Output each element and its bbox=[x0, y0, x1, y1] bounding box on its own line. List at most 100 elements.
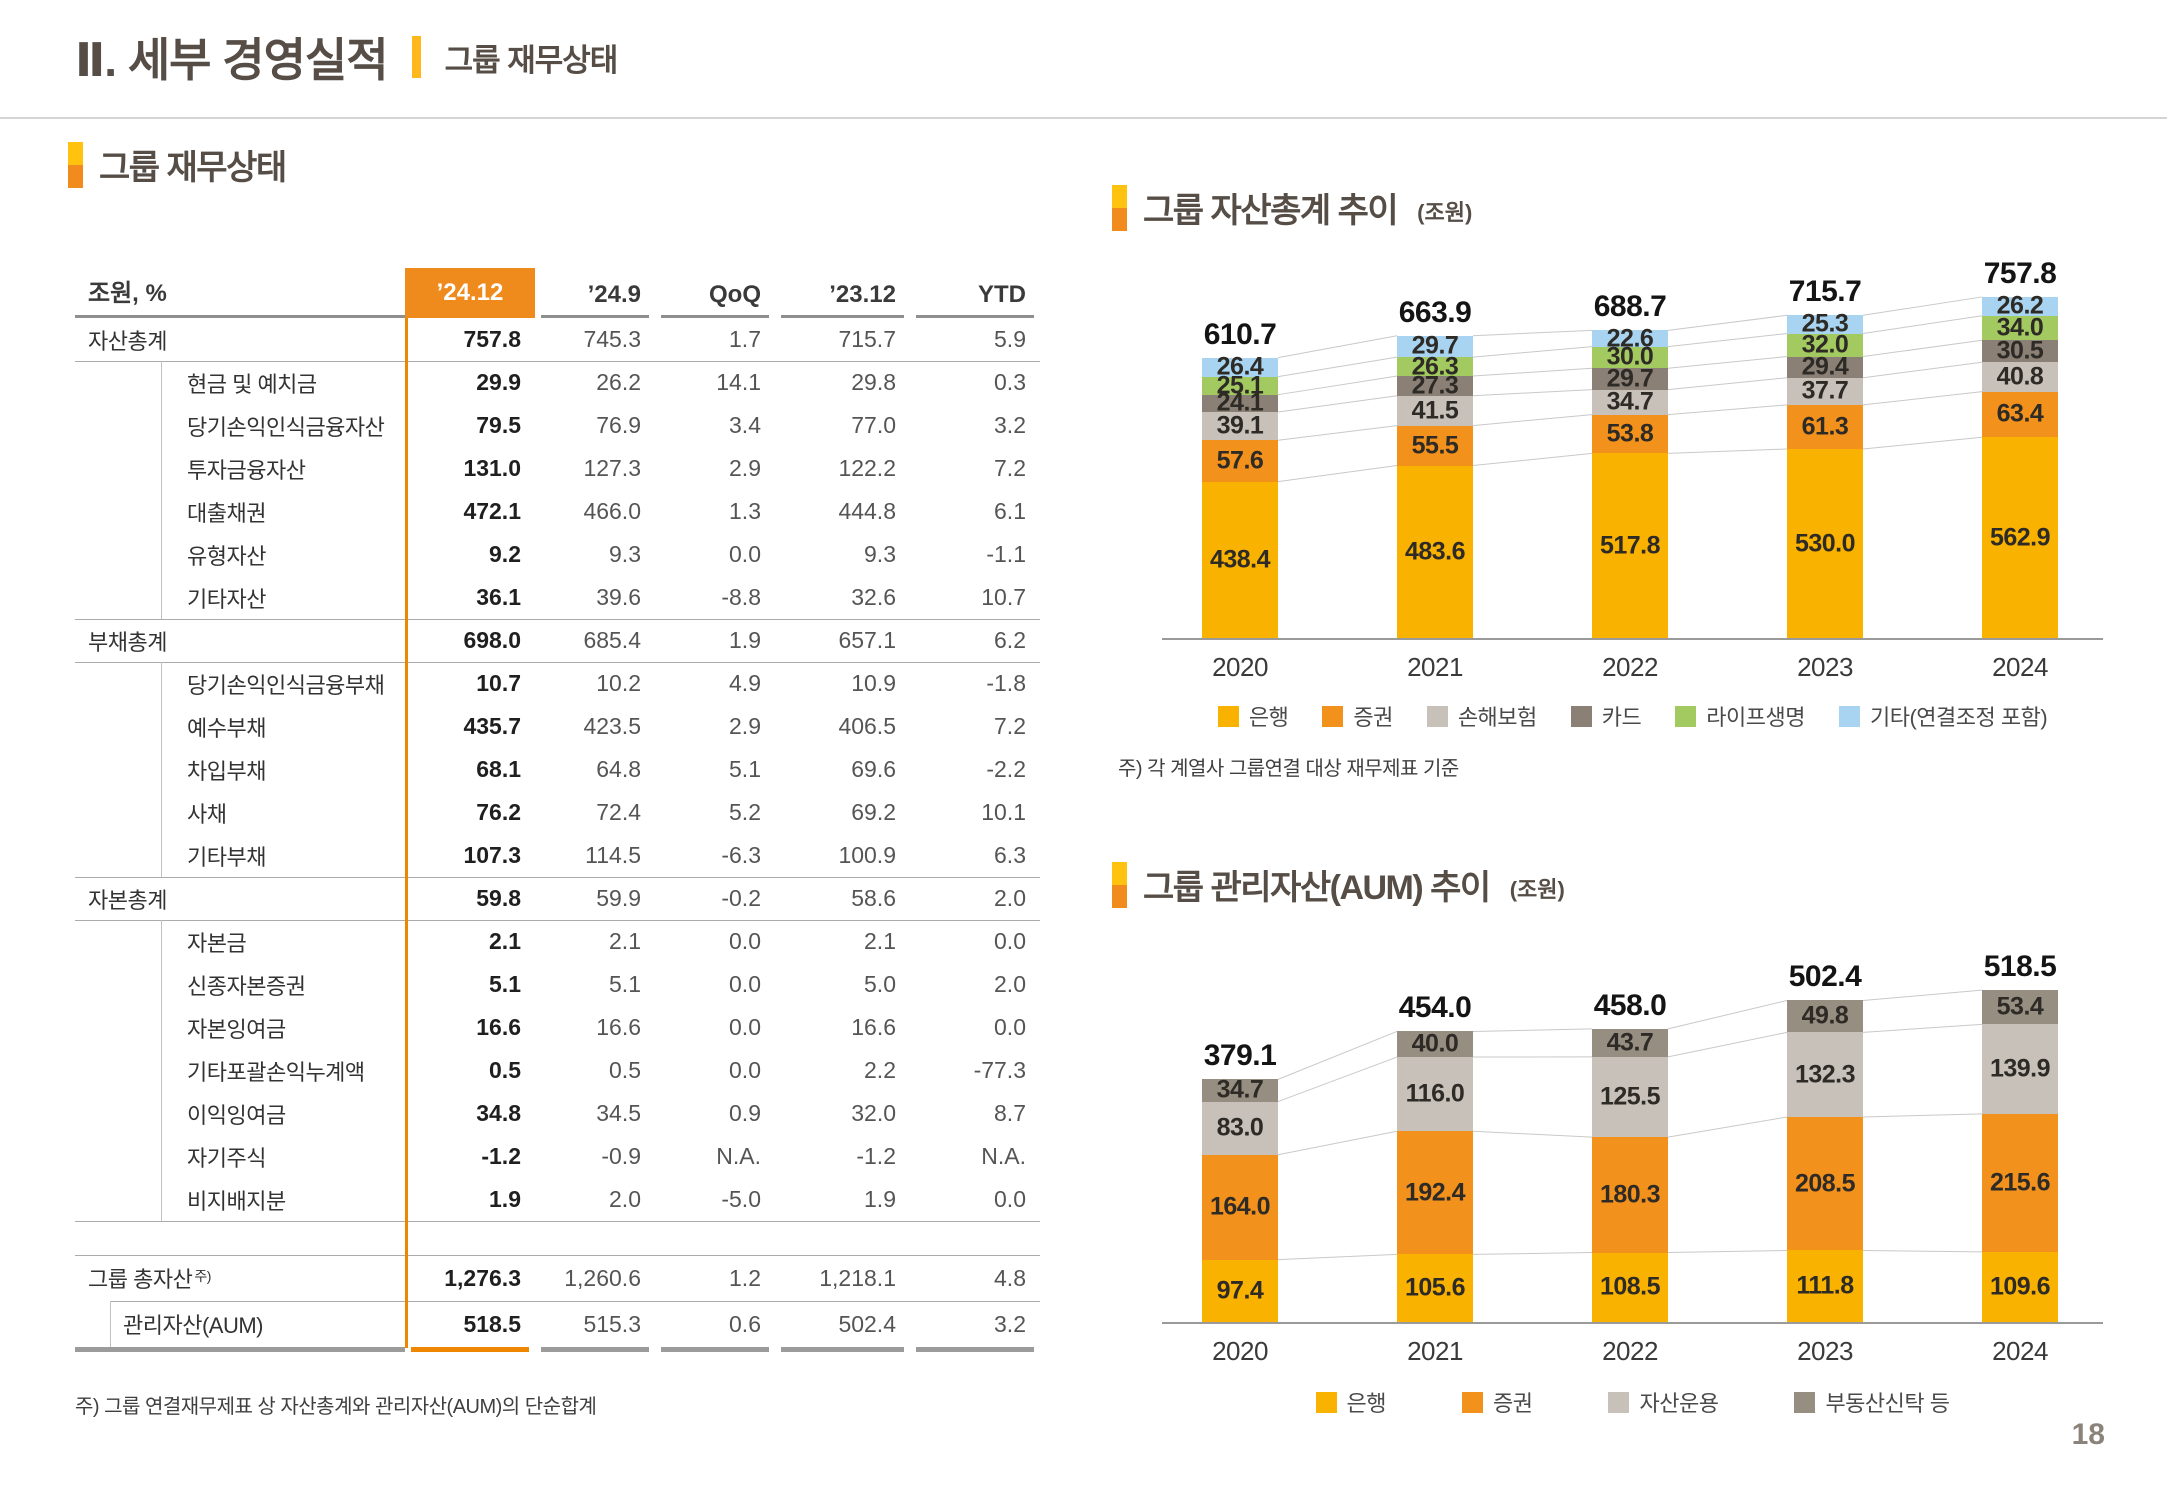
table-cell: 0.0 bbox=[729, 1057, 761, 1083]
table-cell: 1.2 bbox=[729, 1264, 761, 1291]
bar-segment bbox=[1787, 333, 1863, 357]
section-marker-icon bbox=[1112, 184, 1127, 231]
bar-segment bbox=[1787, 1250, 1863, 1322]
row-separator-line bbox=[75, 1221, 1040, 1222]
table-cell: 10.7 bbox=[981, 584, 1026, 610]
table-cell: 2.9 bbox=[729, 713, 761, 739]
table-cell: 1.3 bbox=[729, 498, 761, 524]
table-cell: 3.2 bbox=[994, 412, 1026, 438]
table-cell: 10.9 bbox=[851, 670, 896, 696]
assets-chart-title: 그룹 자산총계 추이 (조원) bbox=[1112, 183, 1472, 232]
legend-swatch-icon bbox=[1315, 1391, 1337, 1413]
table-row: 기타포괄손익누계액 0.5 0.5 0.0 2.2 -77.3 bbox=[75, 1049, 1040, 1092]
group-indent-line bbox=[161, 1006, 162, 1049]
legend-label: 은행 bbox=[1346, 1391, 1387, 1416]
table-cell: 16.6 bbox=[851, 1014, 896, 1040]
segment-connector-lines bbox=[1277, 296, 1983, 483]
bar-segment-value: 32.0 bbox=[1801, 330, 1849, 359]
table-cell: 77.0 bbox=[851, 412, 896, 438]
bar-segment bbox=[1202, 481, 1278, 638]
bar-segment-value: 53.8 bbox=[1606, 419, 1654, 448]
row-label: 자본총계 bbox=[88, 887, 167, 913]
table-section-title: 그룹 재무상태 bbox=[68, 140, 287, 189]
bar-segment-value: 109.6 bbox=[1989, 1272, 2051, 1301]
row-separator-line bbox=[75, 920, 1040, 921]
table-cell: 0.0 bbox=[994, 1186, 1026, 1212]
bar-total-value: 610.7 bbox=[1203, 317, 1277, 351]
bar-segment bbox=[1397, 465, 1473, 638]
table-cell: 5.9 bbox=[994, 326, 1026, 352]
bar-segment-value: 215.6 bbox=[1989, 1168, 2051, 1197]
bar-segment bbox=[1592, 1137, 1668, 1253]
table-cell: 657.1 bbox=[838, 627, 896, 653]
row-separator-line bbox=[75, 662, 1040, 663]
table-header-underline bbox=[916, 315, 1034, 318]
row-label: 예수부채 bbox=[187, 715, 266, 741]
row-label: 유형자산 bbox=[187, 543, 266, 569]
table-cell: 2.0 bbox=[994, 885, 1026, 911]
x-axis-tick-label: 2024 bbox=[1992, 652, 2048, 682]
x-axis-tick-label: 2023 bbox=[1797, 652, 1853, 682]
table-cell: 58.6 bbox=[851, 885, 896, 911]
group-indent-line bbox=[161, 834, 162, 877]
table-cell: 423.5 bbox=[583, 713, 641, 739]
section-marker-icon bbox=[68, 141, 83, 188]
title-divider-bar bbox=[411, 36, 421, 78]
row-separator-line bbox=[75, 619, 1040, 620]
table-row: 대출채권 472.1 466.0 1.3 444.8 6.1 bbox=[75, 490, 1040, 533]
legend-swatch-icon bbox=[1794, 1391, 1816, 1413]
bar-segment-value: 132.3 bbox=[1794, 1060, 1856, 1089]
bar-total-value: 518.5 bbox=[1983, 950, 2057, 984]
table-cell: 1,218.1 bbox=[819, 1264, 896, 1291]
bar-segment-value: 26.3 bbox=[1411, 352, 1459, 381]
row-label: 자산총계 bbox=[88, 328, 167, 354]
bar-segment bbox=[1982, 391, 2058, 438]
row-separator-line bbox=[75, 1255, 1040, 1256]
bar-total-value: 458.0 bbox=[1593, 988, 1667, 1022]
bar-segment bbox=[1982, 362, 2058, 392]
table-cell: 16.6 bbox=[476, 1014, 521, 1040]
group-indent-line bbox=[161, 361, 162, 404]
table-row: 이익잉여금 34.8 34.5 0.9 32.0 8.7 bbox=[75, 1092, 1040, 1135]
table-row: 기타자산 36.1 39.6 -8.8 32.6 10.7 bbox=[75, 576, 1040, 619]
table-cell: 59.9 bbox=[596, 885, 641, 911]
table-cell: 2.1 bbox=[489, 928, 521, 954]
table-cell: 10.7 bbox=[476, 670, 521, 696]
table-row: 예수부채 435.7 423.5 2.9 406.5 7.2 bbox=[75, 705, 1040, 748]
current-period-accent-line bbox=[405, 318, 408, 1348]
table-bottom-segment bbox=[916, 1347, 1034, 1352]
assets-chart: 438.4 57.6 39.1 24.1 25.1 26.4 610.7 2020 483.6 5… bbox=[1150, 250, 2115, 702]
bar-segment bbox=[1982, 340, 2058, 363]
table-cell: 114.5 bbox=[585, 842, 641, 868]
row-label: 신종자본증권 bbox=[187, 973, 306, 999]
table-cell: -5.0 bbox=[721, 1186, 761, 1212]
bar-segment bbox=[1787, 315, 1863, 334]
table-row: 당기손익인식금융부채 10.7 10.2 4.9 10.9 -1.8 bbox=[75, 662, 1040, 705]
table-row: 차입부채 68.1 64.8 5.1 69.6 -2.2 bbox=[75, 748, 1040, 791]
table-cell: 5.1 bbox=[609, 971, 641, 997]
table-cell: 444.8 bbox=[838, 498, 896, 524]
bar-segment bbox=[1592, 453, 1668, 638]
row-separator-line bbox=[75, 877, 1040, 878]
table-header-cell: ’23.12 bbox=[829, 281, 896, 308]
table-cell: 69.2 bbox=[851, 799, 896, 825]
table-cell: 472.1 bbox=[463, 498, 521, 524]
bar-total-value: 688.7 bbox=[1593, 290, 1667, 324]
group-indent-line bbox=[161, 748, 162, 791]
page-subtitle: 그룹 재무상태 bbox=[444, 42, 619, 78]
table-row bbox=[75, 1221, 1040, 1255]
bar-total-value: 757.8 bbox=[1983, 256, 2057, 290]
table-cell: 5.1 bbox=[729, 756, 761, 782]
group-indent-line bbox=[161, 1178, 162, 1221]
table-header-cell: ’24.9 bbox=[587, 281, 641, 308]
bar-segment-value: 97.4 bbox=[1216, 1276, 1264, 1305]
table-cell: 698.0 bbox=[463, 627, 521, 653]
bar-segment-value: 83.0 bbox=[1216, 1113, 1264, 1142]
table-cell: 715.7 bbox=[838, 326, 896, 352]
bar-segment bbox=[1202, 440, 1278, 482]
table-row: 신종자본증권 5.1 5.1 0.0 5.0 2.0 bbox=[75, 963, 1040, 1006]
bar-segment bbox=[1202, 1101, 1278, 1155]
bar-segment bbox=[1787, 1032, 1863, 1117]
table-cell: 131.0 bbox=[463, 455, 521, 481]
table-cell: 2.1 bbox=[609, 928, 641, 954]
